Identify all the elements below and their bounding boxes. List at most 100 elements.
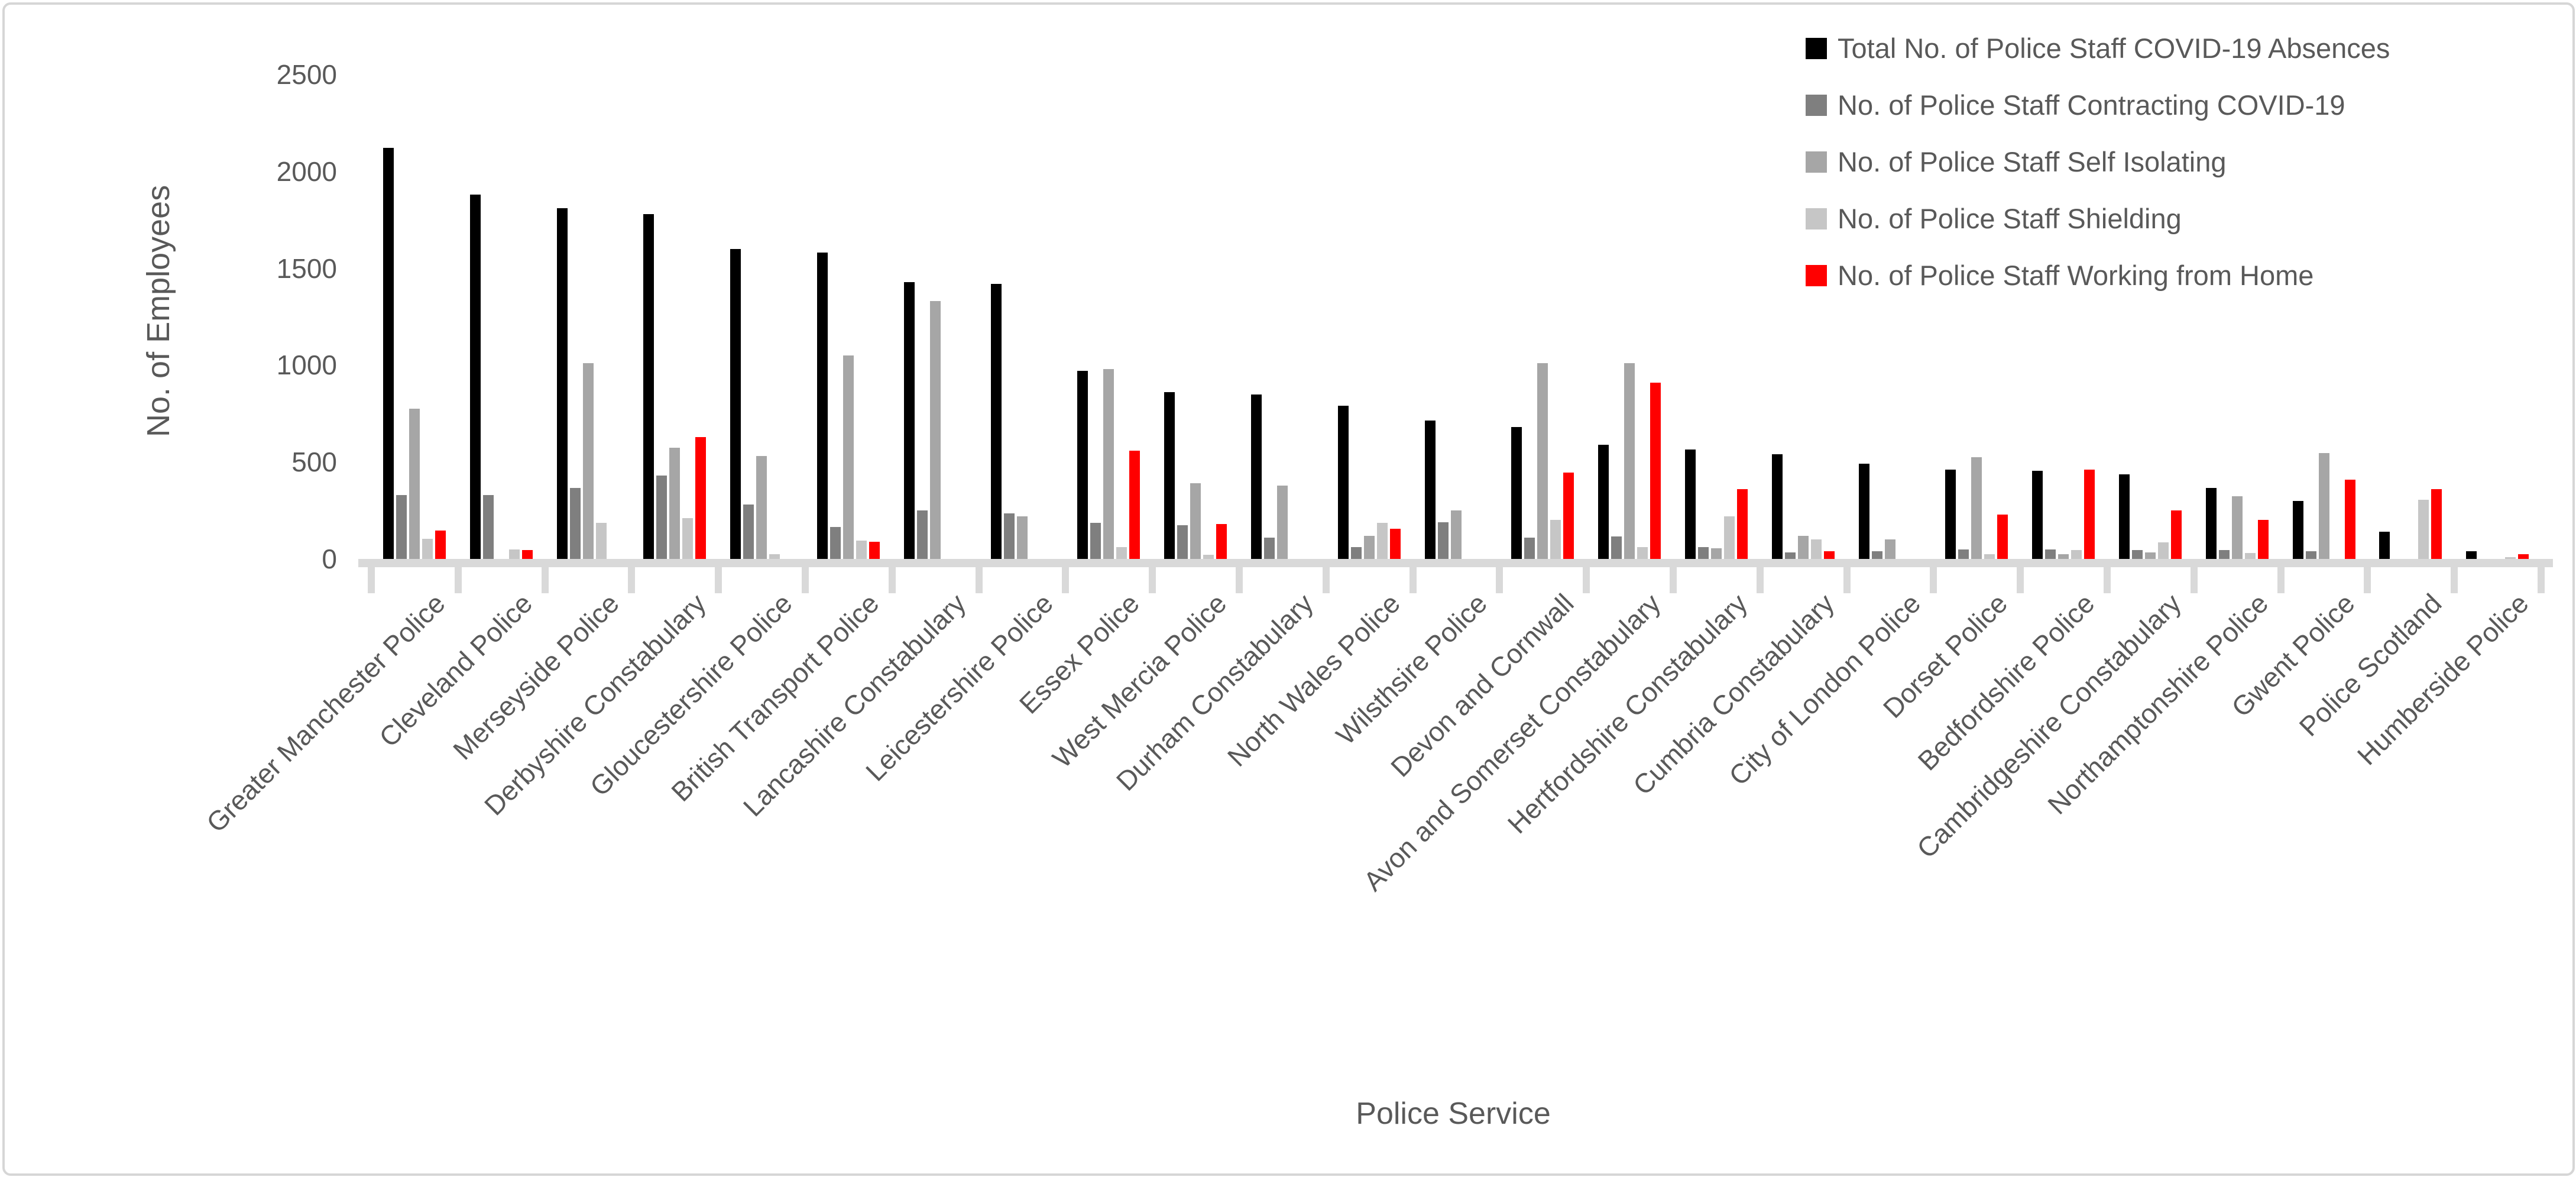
bar: [1858, 464, 1869, 559]
bar: [2145, 552, 2156, 559]
bar: [1350, 547, 1362, 559]
y-tick-label: 0: [322, 544, 337, 574]
x-tick-mark: [2538, 559, 2545, 593]
bar: [1810, 539, 1822, 559]
bar: [2058, 554, 2069, 559]
bar: [1376, 523, 1388, 559]
bar-group: [469, 195, 533, 559]
bar: [1624, 363, 1635, 559]
bar-group: [2032, 470, 2095, 559]
bar: [1103, 369, 1114, 559]
legend-item: Total No. of Police Staff COVID-19 Absen…: [1806, 34, 2390, 62]
bar: [1685, 450, 1696, 559]
bar: [1971, 457, 1982, 559]
bar-group: [2379, 489, 2442, 559]
bar: [2132, 550, 2143, 559]
x-tick-mark: [802, 559, 809, 593]
bar-group: [1424, 421, 1488, 559]
bar: [1884, 539, 1895, 559]
y-tick-label: 500: [291, 447, 337, 478]
bar: [1737, 489, 1748, 559]
legend-item: No. of Police Staff Contracting COVID-19: [1806, 89, 2390, 121]
legend-item: No. of Police Staff Self Isolating: [1806, 148, 2390, 176]
x-axis-line: [358, 559, 2553, 567]
x-tick-mark: [1496, 559, 1504, 593]
bar: [643, 214, 654, 559]
x-tick-mark: [888, 559, 896, 593]
x-tick-mark: [1149, 559, 1156, 593]
x-tick-mark: [1843, 559, 1851, 593]
bar: [656, 476, 668, 559]
bar: [508, 549, 520, 559]
bar: [1784, 552, 1796, 559]
bar: [1724, 516, 1735, 559]
bar-group: [1337, 406, 1401, 559]
bar: [1090, 523, 1101, 559]
bar-group: [1598, 363, 1661, 559]
bar: [2218, 550, 2230, 559]
bar: [695, 437, 707, 559]
bar: [929, 301, 941, 559]
bar: [2171, 510, 2182, 559]
bar: [1871, 551, 1882, 559]
x-category-label: Wilsthsire Police: [1330, 587, 1493, 751]
x-tick-mark: [368, 559, 375, 593]
legend-item: No. of Police Staff Shielding: [1806, 205, 2390, 232]
bar: [843, 355, 854, 559]
bar: [1563, 473, 1574, 559]
bar-group: [1511, 363, 1574, 559]
bar: [769, 554, 780, 559]
legend-swatch-icon: [1806, 95, 1827, 116]
bar: [903, 282, 915, 559]
bar: [869, 542, 880, 559]
bar: [830, 527, 841, 559]
bar: [1389, 529, 1401, 559]
bar: [1650, 383, 1661, 559]
bar: [2244, 553, 2256, 559]
bar: [595, 523, 607, 559]
bar-group: [1771, 454, 1835, 559]
x-tick-mark: [975, 559, 983, 593]
x-tick-mark: [1756, 559, 1764, 593]
bar: [569, 488, 581, 559]
bar: [1984, 554, 1995, 559]
legend-label: No. of Police Staff Contracting COVID-19: [1838, 89, 2345, 121]
y-axis-title: No. of Employees: [141, 185, 176, 437]
bar: [1524, 538, 1535, 559]
y-tick-label: 2500: [276, 59, 337, 90]
bar: [1264, 538, 1275, 559]
bar: [817, 253, 828, 559]
bar: [1337, 406, 1349, 559]
y-tick-label: 1000: [276, 350, 337, 381]
bar: [1177, 525, 1188, 559]
bar: [2084, 470, 2095, 559]
bar: [521, 550, 533, 559]
legend-item: No. of Police Staff Working from Home: [1806, 261, 2390, 289]
bar: [2318, 453, 2329, 559]
x-tick-mark: [1062, 559, 1070, 593]
bar: [682, 518, 694, 559]
bar: [1550, 520, 1561, 559]
x-tick-mark: [628, 559, 636, 593]
bar: [383, 148, 394, 559]
bar: [1203, 555, 1214, 559]
bar: [2257, 520, 2269, 559]
bar-group: [383, 148, 446, 559]
bar: [2158, 542, 2169, 559]
bar: [422, 539, 433, 559]
bar: [756, 456, 767, 559]
plot-area: [371, 75, 2541, 559]
bar: [2071, 550, 2082, 559]
bar-group: [817, 253, 880, 559]
bar-group: [1858, 464, 1922, 559]
bar: [2379, 532, 2390, 559]
bar: [743, 505, 754, 559]
bar-group: [2292, 453, 2355, 559]
bar: [2205, 488, 2217, 559]
bar-group: [1685, 450, 1748, 559]
bar: [2344, 480, 2355, 559]
bar: [1190, 483, 1201, 559]
bar-group: [2119, 474, 2182, 559]
bar: [2305, 551, 2316, 559]
